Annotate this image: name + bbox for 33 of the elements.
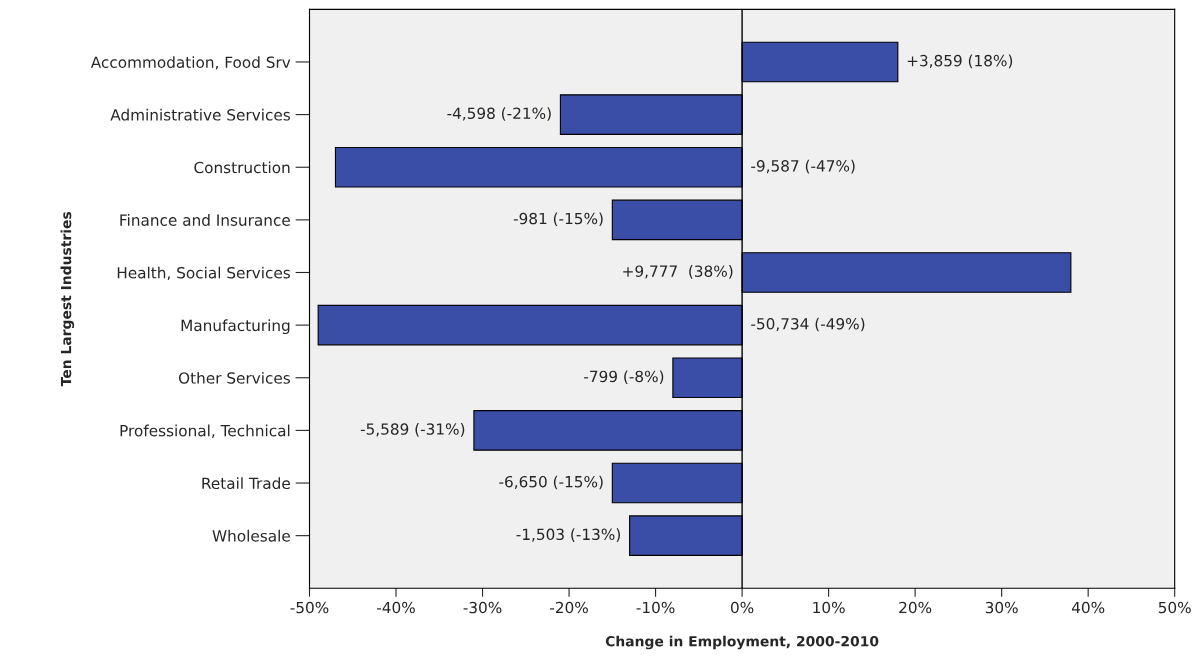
data-label: -981 (-15%) bbox=[513, 212, 603, 227]
y-tick-label: Administrative Services bbox=[110, 108, 291, 121]
data-label: -50,734 (-49%) bbox=[751, 317, 865, 332]
x-tick-label: 50% bbox=[1158, 601, 1191, 614]
data-label: -6,650 (-15%) bbox=[499, 475, 603, 490]
x-tick-label: 40% bbox=[1071, 601, 1105, 614]
y-tick-label: Finance and Insurance bbox=[120, 214, 290, 226]
x-tick-label: -50% bbox=[290, 601, 329, 614]
x-tick-label: 30% bbox=[985, 601, 1018, 614]
y-tick-label: Retail Trade bbox=[202, 477, 290, 490]
x-tick-label: 0% bbox=[730, 601, 754, 614]
y-tick-label: Professional, Technical bbox=[120, 424, 290, 438]
y-tick-label: Manufacturing bbox=[181, 319, 290, 335]
y-tick-label: Wholesale bbox=[212, 529, 290, 542]
y-axis-title: Ten Largest Industries bbox=[60, 211, 75, 387]
y-tick-label: Health, Social Services bbox=[117, 266, 291, 281]
y-tick-label: Other Services bbox=[178, 371, 291, 384]
x-tick-label: 10% bbox=[813, 601, 845, 614]
data-label: -799 (-8%) bbox=[584, 370, 664, 384]
x-tick-label: -10% bbox=[636, 601, 675, 614]
data-label: -1,503 (-13%) bbox=[516, 528, 620, 542]
x-tick-label: -20% bbox=[550, 601, 588, 614]
x-tick-label: -40% bbox=[377, 601, 415, 614]
x-axis-title: Change in Employment, 2000-2010 bbox=[605, 635, 879, 650]
y-tick-label: Construction bbox=[194, 161, 290, 174]
data-label: -4,598 (-21%) bbox=[447, 107, 551, 121]
y-tick-label: Accommodation, Food Srv bbox=[90, 56, 291, 70]
data-label: +3,859 (18%) bbox=[907, 54, 1013, 69]
data-label: +9,777 (38%) bbox=[623, 265, 733, 279]
x-tick-label: 20% bbox=[899, 601, 932, 614]
data-label: -9,587 (-47%) bbox=[751, 159, 855, 174]
x-tick-label: -30% bbox=[463, 601, 502, 614]
data-label: -5,589 (-31%) bbox=[360, 423, 465, 437]
